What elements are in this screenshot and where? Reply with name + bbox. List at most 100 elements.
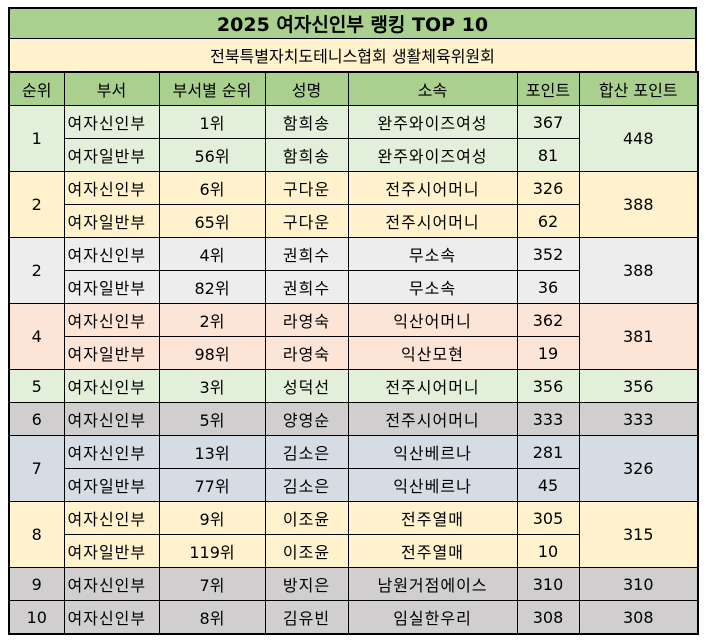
- division-cell: 여자신인부: [63, 105, 160, 139]
- name-cell: 이조윤: [264, 501, 349, 535]
- total-points-cell: 388: [578, 237, 699, 304]
- division-rank-cell: 56위: [158, 138, 266, 172]
- name-cell: 김유빈: [264, 600, 349, 635]
- division-cell: 여자신인부: [63, 369, 160, 403]
- name-cell: 권희수: [264, 237, 349, 271]
- table-row: 여자일반부 65위 구다운 전주시어머니 62: [9, 204, 698, 238]
- points-cell: 36: [516, 270, 580, 304]
- col-header-division: 부서: [63, 71, 160, 106]
- total-points-cell: 381: [578, 303, 699, 370]
- name-cell: 방지은: [264, 567, 349, 601]
- table-row: 2 여자신인부 6위 구다운 전주시어머니 326 388: [8, 171, 699, 238]
- total-points-cell: 308: [578, 600, 699, 635]
- name-cell: 성덕선: [264, 369, 349, 403]
- club-cell: 익산베르나: [347, 435, 518, 469]
- division-cell: 여자신인부: [63, 402, 160, 436]
- division-rank-cell: 98위: [158, 336, 266, 370]
- club-cell: 무소속: [347, 270, 518, 304]
- table-row: 4 여자신인부 2위 라영숙 익산어머니 362 381: [8, 303, 699, 370]
- division-cell: 여자일반부: [63, 468, 160, 502]
- rank-cell: 4: [8, 303, 65, 370]
- table-row: 1 여자신인부 1위 함희송 완주와이즈여성 367 448: [8, 105, 699, 172]
- division-cell: 여자일반부: [63, 204, 160, 238]
- club-cell: 전주열매: [347, 501, 518, 535]
- points-cell: 305: [516, 501, 580, 535]
- name-cell: 구다운: [264, 204, 349, 238]
- division-rank-cell: 82위: [158, 270, 266, 304]
- points-cell: 10: [516, 534, 580, 568]
- club-cell: 전주열매: [347, 534, 518, 568]
- col-header-points: 포인트: [516, 71, 580, 106]
- total-points-cell: 356: [578, 369, 699, 403]
- club-cell: 전주시어머니: [347, 369, 518, 403]
- table-row: 여자일반부 77위 김소은 익산베르나 45: [9, 468, 698, 502]
- col-header-total-points: 합산 포인트: [578, 71, 699, 106]
- division-rank-cell: 5위: [158, 402, 266, 436]
- division-rank-cell: 8위: [158, 600, 266, 635]
- ranking-body: 1 여자신인부 1위 함희송 완주와이즈여성 367 448 여자일반부 56위 함희송 완주와이즈…: [8, 105, 699, 635]
- col-header-division-rank: 부서별 순위: [158, 71, 266, 106]
- name-cell: 김소은: [264, 435, 349, 469]
- club-cell: 전주시어머니: [347, 171, 518, 205]
- rank-cell: 5: [8, 369, 65, 403]
- club-cell: 전주시어머니: [347, 402, 518, 436]
- club-cell: 남원거점에이스: [347, 567, 518, 601]
- points-cell: 19: [516, 336, 580, 370]
- points-cell: 362: [516, 303, 580, 337]
- points-cell: 308: [516, 600, 580, 635]
- rank-cell: 10: [8, 600, 65, 635]
- table-row: 6 여자신인부 5위 양영순 전주시어머니 333 333: [8, 402, 699, 436]
- name-cell: 권희수: [264, 270, 349, 304]
- division-rank-cell: 1위: [158, 105, 266, 139]
- col-header-name: 성명: [264, 71, 349, 106]
- rank-cell: 8: [8, 501, 65, 568]
- total-points-cell: 310: [578, 567, 699, 601]
- name-cell: 함희송: [264, 138, 349, 172]
- name-cell: 이조윤: [264, 534, 349, 568]
- points-cell: 352: [516, 237, 580, 271]
- name-cell: 구다운: [264, 171, 349, 205]
- division-cell: 여자신인부: [63, 567, 160, 601]
- points-cell: 281: [516, 435, 580, 469]
- total-points-cell: 333: [578, 402, 699, 436]
- division-rank-cell: 4위: [158, 237, 266, 271]
- name-cell: 라영숙: [264, 303, 349, 337]
- rank-cell: 9: [8, 567, 65, 601]
- club-cell: 전주시어머니: [347, 204, 518, 238]
- division-rank-cell: 9위: [158, 501, 266, 535]
- points-cell: 356: [516, 369, 580, 403]
- name-cell: 양영순: [264, 402, 349, 436]
- name-cell: 함희송: [264, 105, 349, 139]
- total-points-cell: 448: [578, 105, 699, 172]
- division-cell: 여자신인부: [63, 171, 160, 205]
- points-cell: 310: [516, 567, 580, 601]
- page-subtitle: 전북특별자치도테니스협회 생활체육위원회: [8, 39, 697, 71]
- division-rank-cell: 13위: [158, 435, 266, 469]
- division-rank-cell: 77위: [158, 468, 266, 502]
- division-cell: 여자신인부: [63, 435, 160, 469]
- header-row: 순위 부서 부서별 순위 성명 소속 포인트 합산 포인트: [8, 71, 699, 106]
- club-cell: 완주와이즈여성: [347, 105, 518, 139]
- col-header-rank: 순위: [8, 71, 65, 106]
- table-row: 5 여자신인부 3위 성덕선 전주시어머니 356 356: [8, 369, 699, 403]
- division-cell: 여자신인부: [63, 600, 160, 635]
- division-cell: 여자신인부: [63, 237, 160, 271]
- division-cell: 여자일반부: [63, 270, 160, 304]
- ranking-sheet: 2025 여자신인부 랭킹 TOP 10 전북특별자치도테니스협회 생활체육위원…: [8, 7, 699, 635]
- division-rank-cell: 65위: [158, 204, 266, 238]
- name-cell: 라영숙: [264, 336, 349, 370]
- club-cell: 무소속: [347, 237, 518, 271]
- division-rank-cell: 119위: [158, 534, 266, 568]
- points-cell: 45: [516, 468, 580, 502]
- table-row: 7 여자신인부 13위 김소은 익산베르나 281 326: [8, 435, 699, 502]
- division-cell: 여자신인부: [63, 303, 160, 337]
- points-cell: 367: [516, 105, 580, 139]
- points-cell: 333: [516, 402, 580, 436]
- rank-cell: 7: [8, 435, 65, 502]
- total-points-cell: 388: [578, 171, 699, 238]
- total-points-cell: 326: [578, 435, 699, 502]
- division-cell: 여자일반부: [63, 138, 160, 172]
- points-cell: 62: [516, 204, 580, 238]
- table-row: 여자일반부 119위 이조윤 전주열매 10: [9, 534, 698, 568]
- division-rank-cell: 6위: [158, 171, 266, 205]
